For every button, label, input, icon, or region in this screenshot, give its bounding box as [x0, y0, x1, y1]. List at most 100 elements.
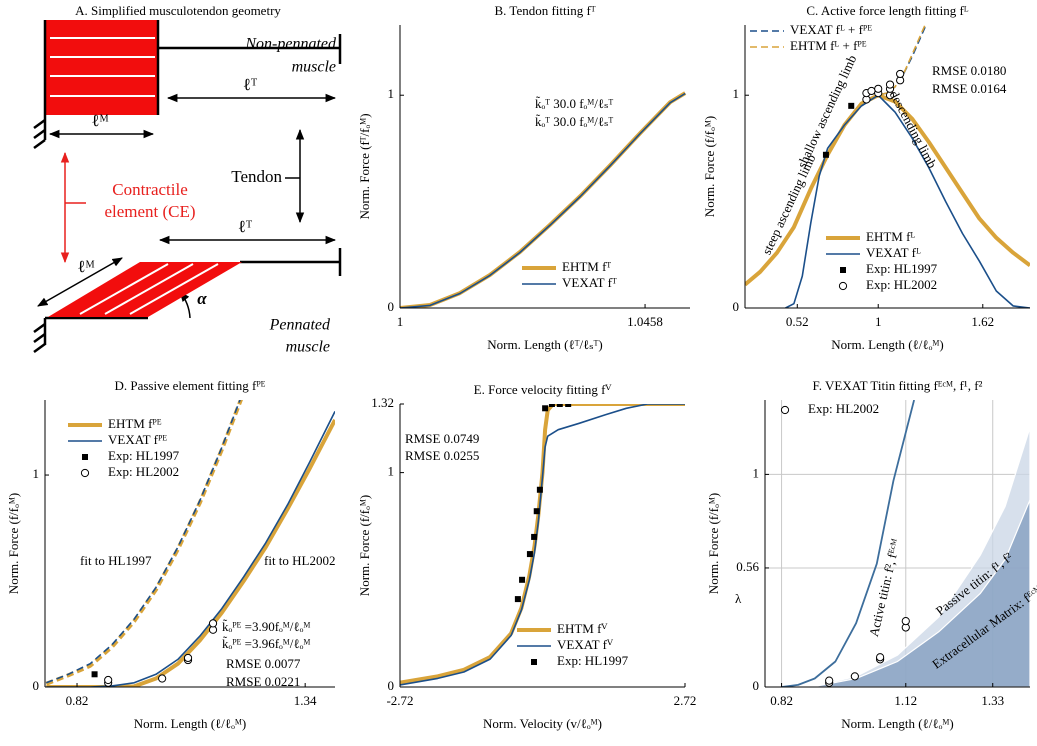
panel: B. Tendon fitting fᵀ Norm. Length (ℓᵀ/ℓₛᵀ… — [357, 3, 690, 352]
annotation: RMSE 0.0221 — [226, 674, 300, 689]
plot-area — [400, 91, 687, 308]
marker — [876, 653, 885, 662]
plot-area — [745, 25, 1030, 308]
legend-label: Exp: HL1997 — [108, 448, 180, 463]
line — [745, 93, 1030, 287]
x-tick-label: 1 — [875, 314, 882, 329]
marker — [565, 404, 572, 407]
y-tick-label: 1 — [388, 86, 395, 101]
panel-title: F. VEXAT Titin fitting fᴱᶜᴹ, f¹, f² — [813, 378, 983, 393]
x-tick-label: 0.52 — [786, 314, 809, 329]
series-label: Active titin: f², fᴱᶜᴹ — [866, 537, 903, 638]
legend-label: Exp: HL2002 — [808, 401, 879, 416]
line — [400, 92, 686, 308]
area — [781, 499, 1030, 687]
marker — [158, 674, 167, 683]
annotation: descending limb — [887, 88, 940, 171]
x-tick-label: 2.72 — [674, 693, 697, 708]
marker — [536, 486, 543, 493]
marker — [519, 576, 526, 583]
plot-area — [400, 404, 685, 686]
legend-label: Exp: HL1997 — [866, 261, 938, 276]
ce-arrows — [60, 151, 86, 264]
plot-area — [781, 400, 1030, 687]
y-tick-label: 1.32 — [371, 395, 394, 410]
label: ℓᵀ — [243, 75, 258, 94]
label: muscle — [286, 339, 330, 356]
annotation: k̃ₒᴾᴱ =3.90fₒᴹ/ℓₒᴹ — [222, 619, 310, 634]
annotation: k̃ₒᴾᴱ =3.96fₒᴹ/ℓₒᴹ — [222, 636, 310, 651]
legend-swatch — [838, 281, 848, 291]
x-axis-label: Norm. Length (ℓ/ℓₒᴹ) — [831, 337, 943, 352]
panel: F. VEXAT Titin fitting fᴱᶜᴹ, f¹, f² Norm.… — [706, 378, 1037, 731]
marker — [874, 84, 883, 93]
annotation: RMSE 0.0180 — [932, 63, 1006, 78]
panel: C. Active force length fitting fᴸ Norm. L… — [702, 3, 1030, 352]
label: ℓᴹ — [77, 257, 94, 276]
legend: Exp: HL2002 — [780, 401, 879, 416]
marker — [556, 404, 563, 407]
legend-label: VEXAT fⱽ — [557, 637, 614, 652]
y-tick-label: 0 — [733, 299, 740, 314]
pennated-muscle — [48, 262, 242, 317]
y-tick-label: 0 — [753, 678, 760, 693]
line — [781, 400, 915, 687]
legend-label: EHTM fᴸ — [866, 229, 915, 244]
annotation: RMSE 0.0077 — [226, 656, 301, 671]
annotation: λ — [735, 591, 742, 606]
legend-label: Exp: HL1997 — [557, 653, 629, 668]
label: muscle — [292, 59, 336, 76]
legend-swatch — [80, 468, 90, 478]
marker — [208, 619, 218, 628]
marker — [542, 405, 549, 412]
marker — [531, 533, 538, 540]
marker — [885, 80, 895, 89]
x-tick-label: 0.82 — [770, 693, 793, 708]
panel-title: C. Active force length fitting fᴸ — [806, 3, 968, 18]
y-axis-label: Norm. Force (f/fₒᴹ) — [706, 493, 721, 594]
y-tick-label: 1 — [733, 86, 740, 101]
line — [400, 404, 685, 686]
line — [45, 400, 243, 686]
y-tick-label: 0.56 — [736, 559, 759, 574]
panel-title: D. Passive element fitting fᴾᴱ — [114, 378, 265, 393]
annotation: RMSE 0.0164 — [932, 81, 1007, 96]
legend-label: EHTM fⱽ — [557, 621, 608, 636]
label: ℓᴹ — [91, 111, 108, 130]
marker — [526, 551, 533, 558]
line — [785, 94, 1030, 308]
label: Non-pennated — [244, 36, 337, 53]
line — [46, 411, 335, 687]
fibers — [50, 37, 155, 97]
y-tick-label: 1 — [33, 466, 40, 481]
y-tick-label: 0 — [33, 678, 40, 693]
y-axis-label: Norm. Force (f/fₒᴹ) — [6, 493, 21, 594]
annotation: fit to HL2002 — [264, 553, 336, 568]
marker — [533, 508, 540, 515]
legend-label: VEXAT fᴾᴱ — [108, 432, 167, 447]
x-tick-label: 1.33 — [981, 693, 1004, 708]
marker — [867, 86, 876, 96]
x-tick-label: 1.62 — [971, 314, 994, 329]
y-tick-label: 0 — [388, 678, 395, 693]
x-axis-label: Norm. Velocity (v/ℓₒᴹ) — [483, 716, 602, 731]
legend-label: EHTM fᵀ — [562, 259, 611, 274]
panel-title: E. Force velocity fitting fⱽ — [474, 382, 613, 397]
legend-label: VEXAT fᴸ — [866, 245, 921, 260]
y-axis-label: Norm. Force (f/fₒᴹ) — [702, 116, 717, 217]
label: Tendon — [231, 167, 282, 186]
label: ℓᵀ — [238, 217, 253, 236]
x-axis-label: Norm. Length (ℓᵀ/ℓₛᵀ) — [487, 337, 602, 352]
x-axis-label: Norm. Length (ℓ/ℓₒᴹ) — [134, 716, 246, 731]
annotation: fit to HL1997 — [80, 553, 152, 568]
legend-label: EHTM fᴾᴱ — [108, 416, 162, 431]
panel-title: B. Tendon fitting fᵀ — [494, 3, 595, 18]
label: Contractile — [112, 180, 188, 199]
x-tick-label: 1.0458 — [627, 314, 663, 329]
label: α — [197, 289, 207, 308]
marker — [896, 69, 905, 79]
annotation: k̃ₒᵀ 30.0 fₒᴹ/ℓₛᵀ — [535, 96, 614, 111]
y-tick-label: 1 — [388, 464, 395, 479]
